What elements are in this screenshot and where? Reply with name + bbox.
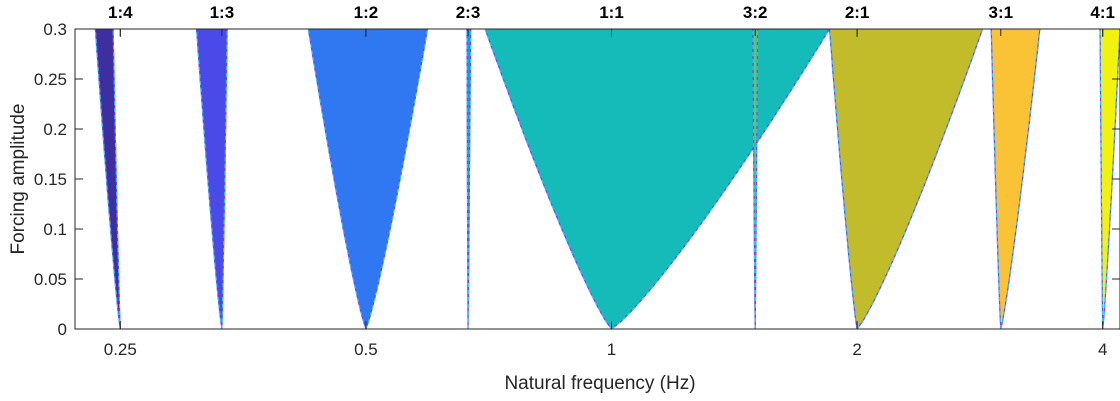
x-tick-label: 0.25	[104, 340, 137, 359]
y-tick-label: 0.15	[34, 170, 67, 189]
ratio-label-1-1: 1:1	[599, 3, 624, 22]
tongue-4-1	[1100, 29, 1120, 329]
x-axis-title: Natural frequency (Hz)	[504, 373, 695, 394]
boundary-line-dashed-1-1-left	[484, 29, 612, 329]
tongue-1-2	[308, 29, 428, 329]
ratio-label-2-3: 2:3	[456, 3, 481, 22]
tongue-2-1	[829, 29, 983, 329]
boundary-line-dashed-1-3-right	[221, 29, 228, 329]
y-tick-label: 0.2	[43, 120, 67, 139]
axes-layer: 1:4 1:3 1:2 2:3 1:1 3:2 2:1 3:1 4:1 0.25 0.5 1 2 4 0 0.…	[34, 3, 1120, 359]
x-tick-label: 1	[607, 340, 616, 359]
ratio-label-3-1: 3:1	[988, 3, 1013, 22]
boundary-line-dashed-3-1-left	[990, 29, 1002, 329]
boundary-line-dashed-3-1-right	[1000, 29, 1041, 329]
boundary-lines-layer	[94, 29, 1120, 329]
y-tick-label: 0.25	[34, 70, 67, 89]
tongue-3-1	[991, 29, 1040, 329]
boundary-line-dashed-1-4-left	[94, 29, 121, 329]
ratio-label-2-1: 2:1	[845, 3, 870, 22]
boundary-line-dashed-1-2-right	[365, 29, 428, 329]
tongue-1-3	[196, 29, 228, 329]
boundary-line-dashed-4-1-left	[1099, 29, 1104, 329]
tongue-1-4	[95, 29, 121, 329]
x-tick-label: 0.5	[354, 340, 378, 359]
x-tick-label: 2	[852, 340, 861, 359]
boundary-line-dashed-3-2-right	[754, 29, 758, 329]
tongue-3-2	[752, 29, 758, 329]
ratio-label-1-3: 1:3	[210, 3, 235, 22]
boundary-line-dashed-2-3-right	[467, 29, 472, 329]
y-tick-label: 0.3	[43, 20, 67, 39]
boundary-line-1-1-right	[611, 29, 831, 329]
ratio-label-1-4: 1:4	[108, 3, 133, 22]
tongue-1-1	[485, 29, 830, 329]
boundary-line-dashed-2-1-left	[829, 29, 858, 329]
x-tick-label: 4	[1098, 340, 1107, 359]
y-tick-label: 0.1	[43, 220, 67, 239]
boundary-line-dashed-1-3-left	[196, 29, 223, 329]
y-axis-title: Forcing amplitude	[8, 103, 29, 254]
boundary-line-dashed-2-1-right	[856, 29, 984, 329]
tongues-layer	[95, 29, 1120, 329]
boundary-line-dashed-1-4-right	[112, 29, 121, 329]
ratio-label-3-2: 3:2	[743, 3, 768, 22]
boundary-line-dashed-3-2-left	[752, 29, 756, 329]
y-tick-label: 0.05	[34, 270, 67, 289]
y-tick-label: 0	[58, 320, 67, 339]
boundary-line-dashed-2-3-left	[466, 29, 469, 329]
ratio-label-4-1: 4:1	[1090, 3, 1115, 22]
boundary-line-dashed-1-2-left	[307, 29, 367, 329]
ratio-label-1-2: 1:2	[354, 3, 379, 22]
